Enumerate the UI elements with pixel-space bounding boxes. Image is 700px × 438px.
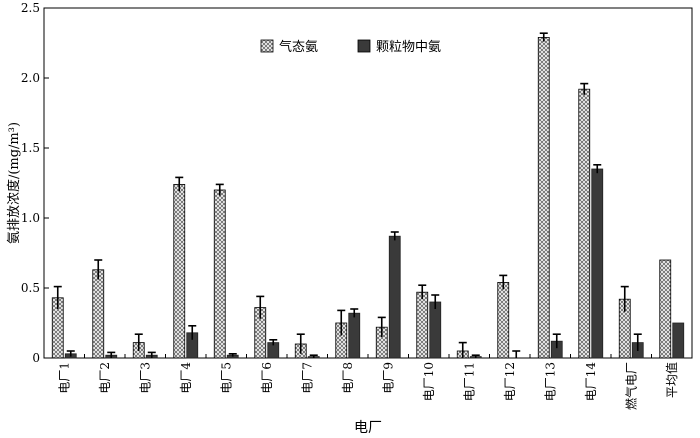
x-tick-label: 电厂4 xyxy=(179,362,193,394)
bar-particulate xyxy=(348,312,361,359)
bar-particulate xyxy=(591,168,604,359)
x-tick-label: 电厂13 xyxy=(543,362,557,401)
bar-gaseous xyxy=(659,259,672,359)
x-tick-label: 电厂3 xyxy=(138,362,152,394)
bar-gaseous xyxy=(416,291,429,359)
x-tick-label: 电厂7 xyxy=(300,362,314,394)
x-tick-label: 电厂8 xyxy=(341,362,355,394)
x-tick-label: 平均值 xyxy=(664,362,679,398)
bar-particulate xyxy=(672,322,685,359)
x-tick-label: 电厂5 xyxy=(219,362,233,394)
y-tick-label: 0.5 xyxy=(21,281,40,295)
x-axis-label: 电厂 xyxy=(354,420,382,436)
x-tick-label: 燃气电厂 xyxy=(623,362,638,410)
y-tick-label: 2.0 xyxy=(21,71,40,85)
bar-gaseous xyxy=(578,88,591,359)
y-tick-label: 2.5 xyxy=(21,1,40,15)
legend-label-particulate: 颗粒物中氨 xyxy=(376,40,441,55)
y-tick-label: 1.0 xyxy=(21,211,40,225)
bar-gaseous xyxy=(537,37,550,359)
x-axis: 电厂1 电厂2 电厂3 电厂4 电厂5 电厂6 电厂7 电厂8 电厂9 电厂10 电厂11 电厂12 电… xyxy=(57,354,693,410)
bar-particulate xyxy=(429,301,442,359)
legend-swatch-particulate xyxy=(357,39,371,53)
legend: 气态氨 颗粒物中氨 xyxy=(260,39,441,55)
y-tick-label: 1.5 xyxy=(21,141,40,155)
bar-gaseous xyxy=(92,269,105,359)
y-axis: 0 0.5 1.0 1.5 2.0 2.5 xyxy=(21,1,49,365)
x-tick-label: 电厂12 xyxy=(503,362,517,401)
bars xyxy=(51,32,685,359)
x-tick-label: 电厂11 xyxy=(462,362,476,401)
x-tick-label: 电厂1 xyxy=(57,362,71,394)
x-tick-label: 电厂10 xyxy=(422,362,436,401)
bar-particulate xyxy=(388,235,401,359)
bar-gaseous xyxy=(497,281,510,359)
x-tick-label: 电厂14 xyxy=(584,362,598,402)
bar-gaseous xyxy=(213,189,226,359)
y-tick-label: 0 xyxy=(32,351,40,365)
x-tick-label: 电厂9 xyxy=(381,362,395,394)
x-tick-label: 电厂6 xyxy=(260,362,274,394)
x-tick-label: 电厂2 xyxy=(98,362,112,394)
legend-label-gaseous: 气态氨 xyxy=(279,39,318,55)
bar-gaseous xyxy=(173,183,186,359)
legend-swatch-gaseous xyxy=(260,39,274,53)
y-axis-label: 氨排放浓度/(mg/m³) xyxy=(6,122,22,244)
